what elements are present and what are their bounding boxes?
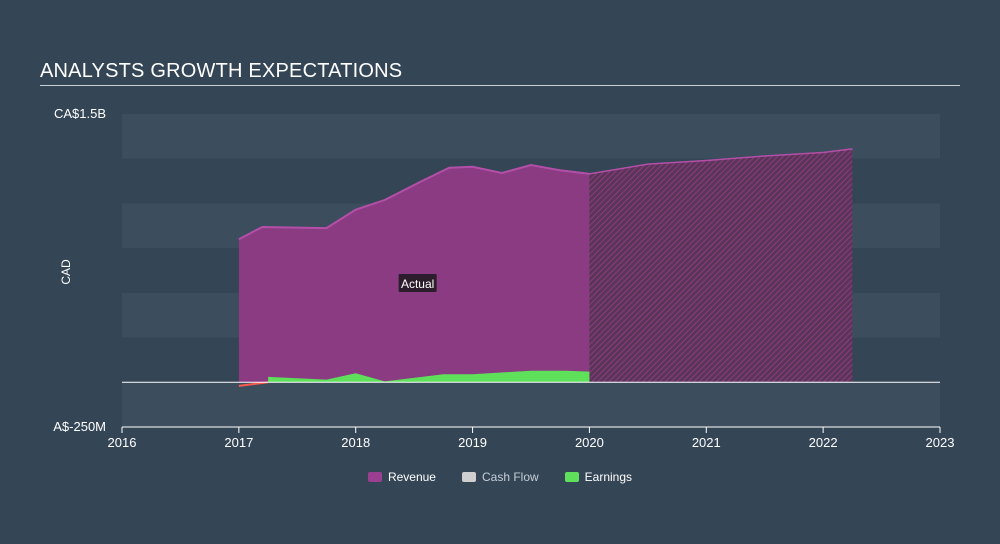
y-axis-label: CAD — [59, 259, 73, 285]
earnings-area — [268, 370, 590, 383]
actual-annotation-box — [398, 274, 437, 292]
x-tick-label-2023: 2023 — [926, 435, 955, 450]
chart-title: ANALYSTS GROWTH EXPECTATIONS — [40, 60, 403, 82]
revenue-forecast-line — [589, 148, 853, 175]
x-tick-label-2021: 2021 — [692, 435, 721, 450]
y-tick-label-bottom: A$-250M — [53, 419, 106, 434]
legend-item-cash-flow[interactable]: Cash Flow — [461, 470, 539, 484]
actual-annotation-label: Actual — [401, 277, 434, 291]
earnings-negative-segment — [238, 381, 269, 387]
title-divider — [40, 85, 960, 86]
cash-flow-swatch — [461, 472, 476, 482]
grid-band — [122, 382, 940, 427]
revenue-actual-line — [238, 163, 590, 241]
x-tick-label-2016: 2016 — [108, 435, 137, 450]
grid-band — [122, 114, 940, 159]
revenue-swatch — [367, 472, 382, 482]
legend-item-earnings[interactable]: Earnings — [564, 470, 633, 484]
y-tick-label-top: CA$1.5B — [54, 106, 106, 121]
x-tick-label-2020: 2020 — [575, 435, 604, 450]
legend-item-revenue[interactable]: Revenue — [367, 470, 436, 484]
x-tick-label-2022: 2022 — [809, 435, 838, 450]
earnings-swatch — [564, 472, 579, 482]
legend-label-earnings: Earnings — [584, 470, 633, 484]
legend-label-cash-flow: Cash Flow — [481, 470, 539, 484]
legend-label-revenue: Revenue — [387, 470, 436, 484]
chart-legend: Revenue Cash Flow Earnings — [0, 470, 1000, 484]
revenue-forecast-area — [589, 148, 853, 383]
x-tick-label-2017: 2017 — [224, 435, 253, 450]
x-tick-label-2018: 2018 — [341, 435, 370, 450]
x-tick-label-2019: 2019 — [458, 435, 487, 450]
revenue-actual-area — [238, 165, 590, 383]
